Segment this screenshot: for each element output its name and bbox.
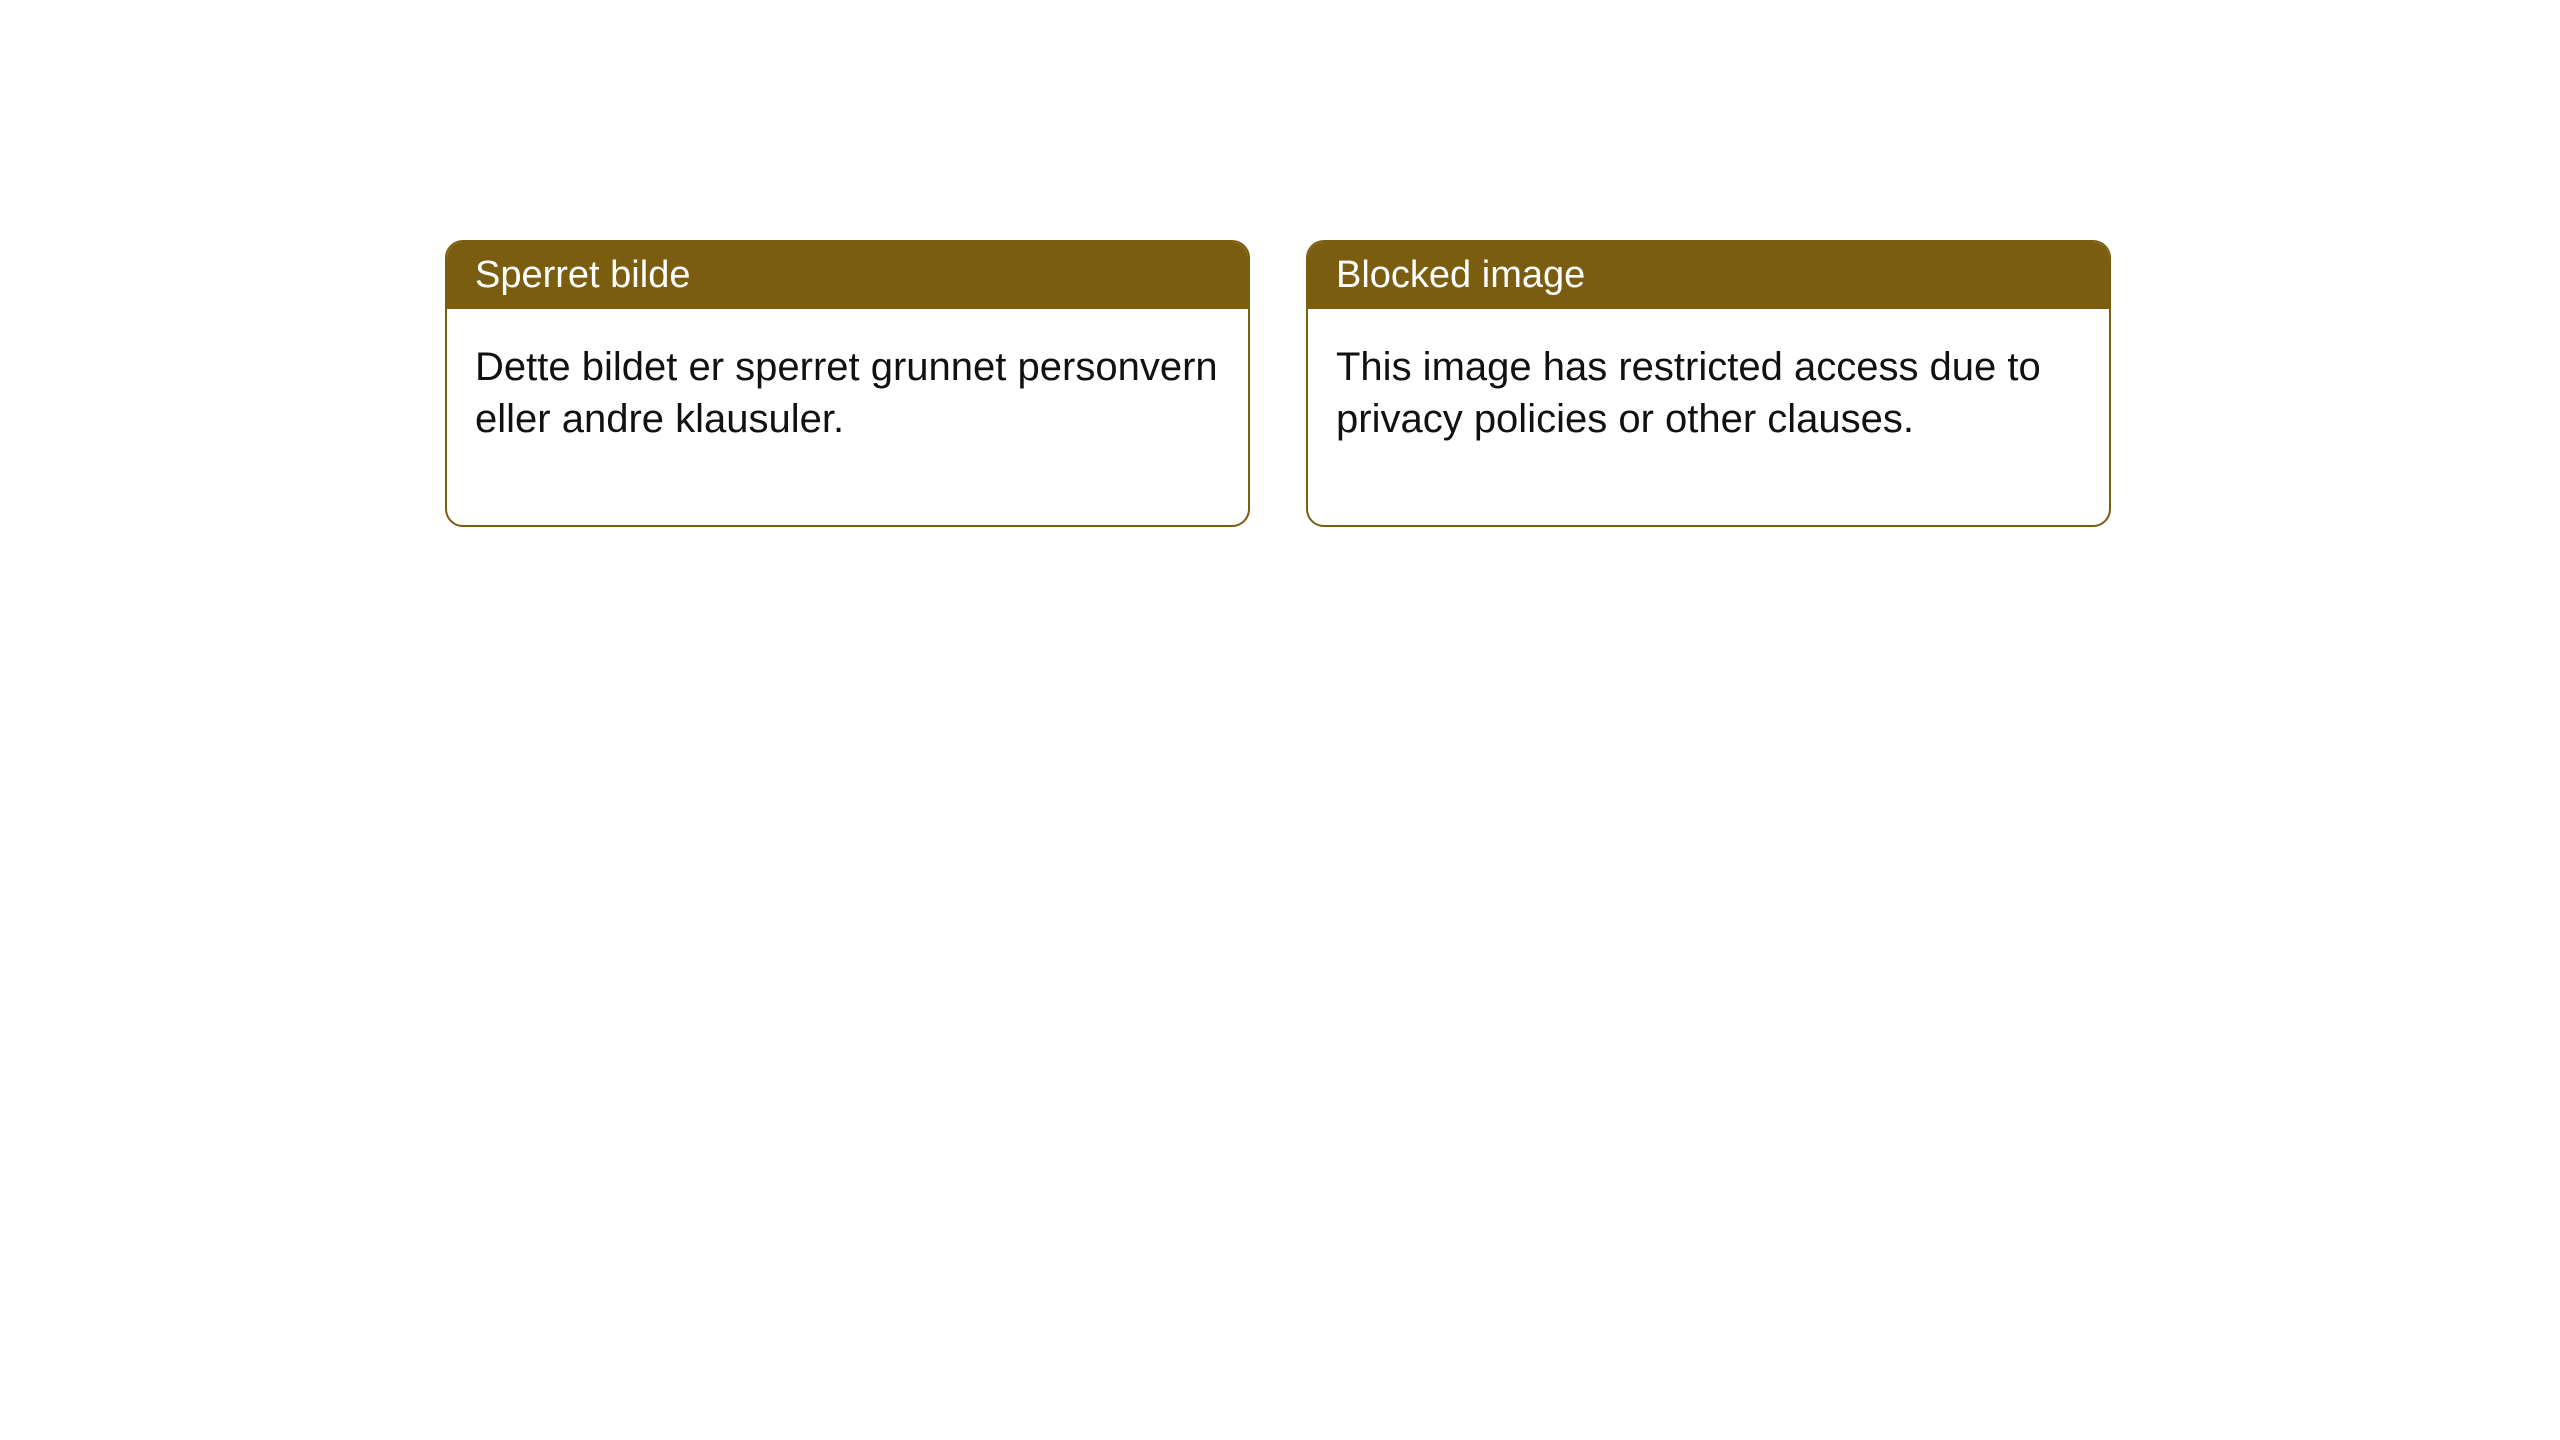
notice-box-no: Sperret bilde Dette bildet er sperret gr… bbox=[445, 240, 1250, 527]
notice-body-no: Dette bildet er sperret grunnet personve… bbox=[447, 309, 1248, 525]
notice-body-en: This image has restricted access due to … bbox=[1308, 309, 2109, 525]
notice-container: Sperret bilde Dette bildet er sperret gr… bbox=[445, 240, 2111, 527]
notice-header-no: Sperret bilde bbox=[447, 242, 1248, 309]
notice-header-en: Blocked image bbox=[1308, 242, 2109, 309]
notice-box-en: Blocked image This image has restricted … bbox=[1306, 240, 2111, 527]
